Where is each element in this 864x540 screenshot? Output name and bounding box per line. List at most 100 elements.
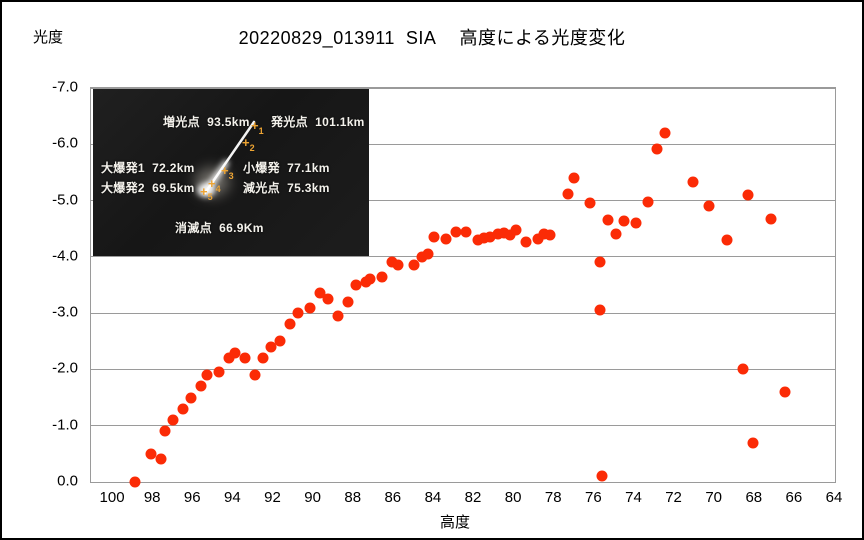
data-point bbox=[322, 293, 334, 305]
data-point bbox=[428, 231, 440, 243]
data-point bbox=[314, 287, 326, 299]
data-point bbox=[544, 229, 556, 241]
data-point bbox=[342, 296, 354, 308]
data-point bbox=[594, 304, 606, 316]
y-tick-label: -6.0 bbox=[52, 134, 78, 152]
trajectory-marker-2: +2 bbox=[242, 135, 255, 153]
x-tick-label: 78 bbox=[544, 489, 562, 506]
x-tick-label: 96 bbox=[183, 489, 201, 506]
y-tick-label: -7.0 bbox=[52, 78, 78, 96]
data-point bbox=[422, 248, 434, 260]
data-point bbox=[510, 224, 522, 236]
x-tick-label: 64 bbox=[825, 489, 843, 506]
gridline-y--2.0 bbox=[91, 368, 835, 370]
inset-annotation: 消滅点 66.9Km bbox=[175, 221, 264, 235]
data-point bbox=[185, 392, 197, 404]
data-point bbox=[562, 188, 574, 200]
data-point bbox=[602, 214, 614, 226]
data-point bbox=[159, 425, 171, 437]
gridline-y--4.0 bbox=[91, 256, 835, 258]
x-tick-label: 98 bbox=[143, 489, 161, 506]
y-tick-label: -4.0 bbox=[52, 247, 78, 265]
x-tick-label: 74 bbox=[625, 489, 642, 506]
x-tick-label: 100 bbox=[99, 489, 125, 506]
data-point bbox=[498, 227, 510, 239]
data-point bbox=[392, 259, 404, 271]
gridline-y--1.0 bbox=[91, 425, 835, 427]
data-point bbox=[520, 236, 532, 248]
x-tick-label: 92 bbox=[264, 489, 281, 506]
data-point bbox=[292, 307, 304, 319]
inset-annotation: 小爆発 77.1km bbox=[243, 161, 330, 175]
data-point bbox=[703, 200, 715, 212]
x-tick-label: 72 bbox=[665, 489, 682, 506]
data-point bbox=[213, 366, 225, 378]
data-point bbox=[630, 217, 642, 229]
gridline-y--6.0 bbox=[91, 143, 835, 145]
data-point bbox=[332, 310, 344, 322]
terminal-glow bbox=[197, 183, 215, 197]
x-tick-label: 88 bbox=[344, 489, 362, 506]
data-point bbox=[249, 369, 261, 381]
trajectory-marker-1: +1 bbox=[251, 118, 264, 136]
inset-meteor-photo: +1 +2 +3 +4 +5 増光点 93.5km 発光点 101.1km 大爆発1 72.… bbox=[93, 89, 369, 256]
data-point bbox=[584, 197, 596, 209]
data-point bbox=[651, 143, 663, 155]
data-point bbox=[484, 231, 496, 243]
inset-annotation: 大爆発1 72.2km bbox=[101, 161, 195, 175]
data-point bbox=[167, 414, 179, 426]
data-point bbox=[460, 226, 472, 238]
x-tick-label: 70 bbox=[705, 489, 723, 506]
data-point bbox=[364, 273, 376, 285]
data-point bbox=[568, 172, 580, 184]
gridline-y--3.0 bbox=[91, 312, 835, 314]
inset-annotation: 大爆発2 69.5km bbox=[101, 181, 195, 195]
x-tick-label: 68 bbox=[745, 489, 763, 506]
y-tick-label: -1.0 bbox=[52, 416, 78, 434]
data-point bbox=[594, 256, 606, 268]
plot-area: +1 +2 +3 +4 +5 増光点 93.5km 発光点 101.1km 大爆発1 72.… bbox=[90, 87, 836, 488]
data-point bbox=[201, 369, 213, 381]
data-point bbox=[504, 229, 516, 241]
data-point bbox=[440, 233, 452, 245]
y-tick-label: -3.0 bbox=[52, 303, 78, 321]
data-point bbox=[350, 279, 362, 291]
data-point bbox=[145, 448, 157, 460]
gridline-y--5.0 bbox=[91, 200, 835, 202]
data-point bbox=[257, 352, 269, 364]
y-tick-label: -5.0 bbox=[52, 191, 78, 209]
data-point bbox=[610, 228, 622, 240]
y-axis-title: 光度 bbox=[33, 29, 64, 46]
data-point bbox=[737, 363, 749, 375]
data-point bbox=[223, 352, 235, 364]
inset-annotation: 増光点 93.5km bbox=[163, 115, 250, 129]
data-point bbox=[239, 352, 251, 364]
data-point bbox=[129, 476, 141, 488]
data-point bbox=[304, 302, 316, 313]
data-point bbox=[450, 226, 462, 238]
data-point bbox=[596, 470, 608, 482]
x-tick-label: 90 bbox=[304, 489, 321, 506]
data-point bbox=[229, 347, 241, 359]
data-point bbox=[386, 256, 398, 268]
data-point bbox=[472, 234, 484, 246]
chart-title: 20220829_013911 SIA 高度による光度変化 bbox=[238, 28, 626, 48]
x-axis-title: 高度 bbox=[439, 514, 471, 531]
data-point bbox=[195, 380, 207, 392]
data-point bbox=[532, 233, 544, 245]
data-point bbox=[642, 196, 654, 208]
data-point bbox=[284, 318, 296, 330]
data-point bbox=[721, 234, 733, 246]
data-point bbox=[538, 228, 550, 240]
data-point bbox=[265, 341, 277, 353]
data-point bbox=[687, 176, 699, 188]
data-point bbox=[177, 403, 189, 415]
y-tick-label: 0.0 bbox=[57, 472, 78, 490]
gridline-y--7.0 bbox=[91, 87, 835, 89]
x-tick-label: 82 bbox=[464, 489, 482, 506]
data-point bbox=[618, 215, 630, 227]
x-tick-label: 94 bbox=[224, 489, 241, 506]
data-point bbox=[478, 232, 490, 244]
data-point bbox=[416, 251, 428, 263]
